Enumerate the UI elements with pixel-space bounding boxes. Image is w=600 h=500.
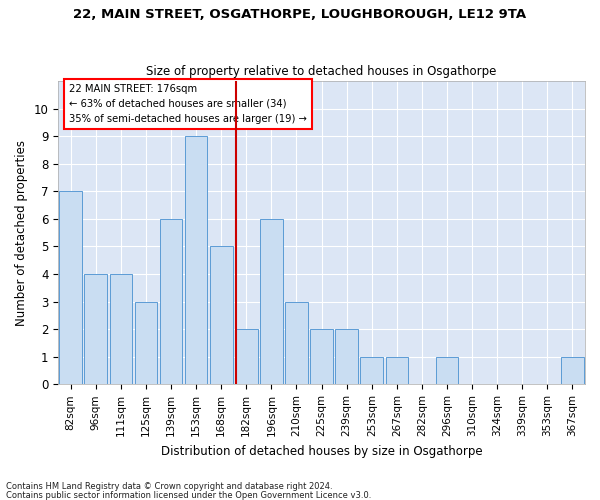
Bar xyxy=(85,274,107,384)
X-axis label: Distribution of detached houses by size in Osgathorpe: Distribution of detached houses by size … xyxy=(161,444,482,458)
Text: Contains HM Land Registry data © Crown copyright and database right 2024.: Contains HM Land Registry data © Crown c… xyxy=(6,482,332,491)
Bar xyxy=(59,192,82,384)
Bar xyxy=(335,329,358,384)
Bar xyxy=(160,219,182,384)
Bar xyxy=(361,356,383,384)
Bar xyxy=(134,302,157,384)
Bar xyxy=(235,329,257,384)
Bar xyxy=(436,356,458,384)
Bar xyxy=(185,136,208,384)
Bar xyxy=(285,302,308,384)
Text: 22 MAIN STREET: 176sqm
← 63% of detached houses are smaller (34)
35% of semi-det: 22 MAIN STREET: 176sqm ← 63% of detached… xyxy=(68,84,307,124)
Y-axis label: Number of detached properties: Number of detached properties xyxy=(15,140,28,326)
Bar xyxy=(210,246,233,384)
Bar xyxy=(561,356,584,384)
Bar xyxy=(386,356,408,384)
Text: 22, MAIN STREET, OSGATHORPE, LOUGHBOROUGH, LE12 9TA: 22, MAIN STREET, OSGATHORPE, LOUGHBOROUG… xyxy=(73,8,527,20)
Bar xyxy=(260,219,283,384)
Bar xyxy=(310,329,333,384)
Bar xyxy=(110,274,132,384)
Text: Contains public sector information licensed under the Open Government Licence v3: Contains public sector information licen… xyxy=(6,490,371,500)
Title: Size of property relative to detached houses in Osgathorpe: Size of property relative to detached ho… xyxy=(146,66,497,78)
